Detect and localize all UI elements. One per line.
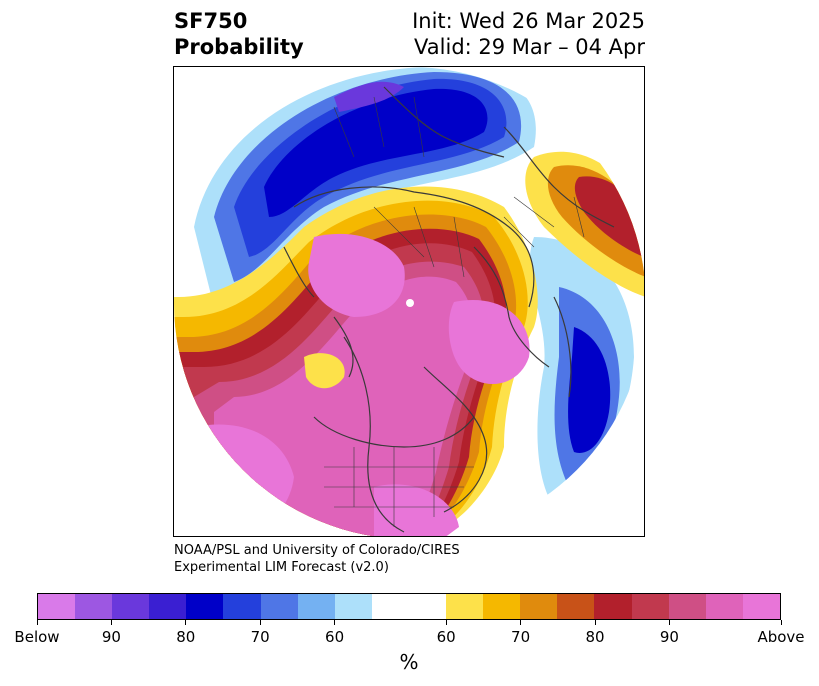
colorbar-swatch (520, 594, 558, 619)
colorbar-tick-label: 80 (176, 628, 196, 646)
colorbar-swatch (631, 594, 669, 619)
colorbar-swatch (112, 594, 150, 619)
probability-field (174, 67, 644, 536)
colorbar-swatch (186, 594, 224, 619)
colorbar-swatch (557, 594, 595, 619)
colorbar-tick (110, 620, 112, 625)
colorbar-tick (334, 620, 336, 625)
colorbar-swatch (38, 594, 76, 619)
colorbar-tick (259, 620, 261, 625)
colorbar-tick (520, 620, 522, 625)
colorbar-tick-label: 90 (101, 628, 121, 646)
above-normal-ring (174, 186, 538, 536)
valid-range: Valid: 29 Mar – 04 Apr (414, 35, 645, 59)
colorbar-tick-label: 60 (325, 628, 345, 646)
coastlines (283, 86, 615, 533)
colorbar-swatch (594, 594, 632, 619)
colorbar-swatch (742, 594, 780, 619)
colorbar-tick-label: 90 (659, 628, 679, 646)
colorbar-tick (185, 620, 187, 625)
credit-line1: NOAA/PSL and University of Colorado/CIRE… (174, 543, 460, 558)
north-pole-marker (406, 299, 414, 307)
colorbar-tick-label: 70 (250, 628, 270, 646)
colorbar-swatch (75, 594, 113, 619)
colorbar-swatch (149, 594, 187, 619)
colorbar-swatch (371, 594, 447, 619)
borders (324, 96, 585, 527)
title-quantity: Probability (174, 35, 304, 59)
init-date: Init: Wed 26 Mar 2025 (412, 9, 645, 33)
colorbar-swatch (334, 594, 372, 619)
colorbar-tick-label: 60 (436, 628, 456, 646)
colorbar-tick (36, 620, 38, 625)
colorbar-swatch (446, 594, 484, 619)
colorbar-swatch (223, 594, 261, 619)
colorbar (37, 593, 781, 620)
polar-map (174, 67, 644, 536)
colorbar-tick-label: Above (757, 628, 805, 646)
colorbar-tick-label: 70 (511, 628, 531, 646)
credit-block: NOAA/PSL and University of Colorado/CIRE… (174, 542, 460, 576)
colorbar-tick (668, 620, 670, 625)
title-variable: SF750 (174, 9, 248, 33)
colorbar-tick (780, 620, 782, 625)
colorbar-tick (445, 620, 447, 625)
title-block: SF750 Probability (174, 8, 304, 60)
colorbar-tick-label: 80 (585, 628, 605, 646)
date-block: Init: Wed 26 Mar 2025 Valid: 29 Mar – 04… (412, 8, 645, 60)
colorbar-swatch (668, 594, 706, 619)
colorbar-tick (594, 620, 596, 625)
colorbar-swatch (260, 594, 298, 619)
colorbar-swatch (483, 594, 521, 619)
credit-line2: Experimental LIM Forecast (v2.0) (174, 560, 389, 575)
map-panel (173, 66, 645, 537)
colorbar-tick-label: Below (14, 628, 60, 646)
colorbar-swatch (705, 594, 743, 619)
colorbar-swatch (297, 594, 335, 619)
colorbar-units: % (399, 650, 419, 674)
